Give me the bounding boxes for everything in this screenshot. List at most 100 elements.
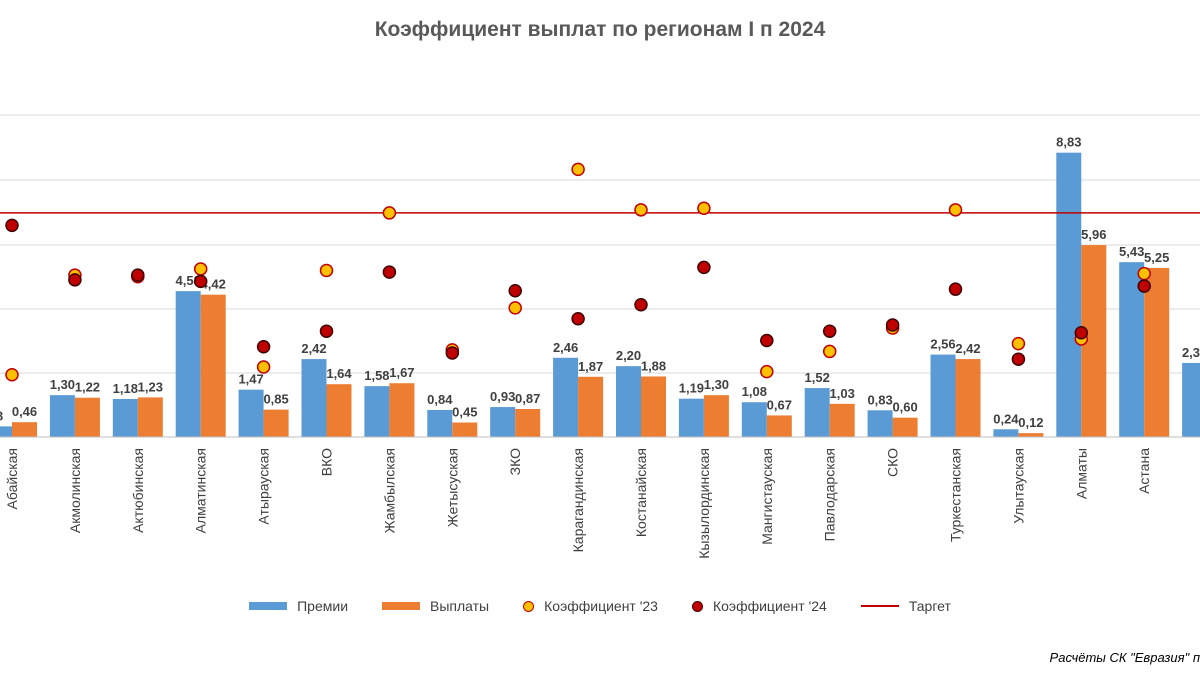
legend-label-koef-24: Коэффициент '24: [712, 598, 827, 614]
marker-cat-17-m2: [1011, 352, 1026, 366]
marker-cat-19-m2: [1137, 279, 1151, 293]
bar-label-cat-17-s2: 0,12: [1018, 415, 1043, 430]
legend: Премии Выплаты Коэффициент '23 Коэффицие…: [0, 598, 1200, 614]
bar-cat-8-s2: [452, 422, 478, 437]
category-label-cat-7: Жамбылская: [381, 448, 397, 533]
legend-label-target: Таргет: [908, 598, 951, 614]
legend-label-vyplaty: Выплаты: [430, 598, 490, 614]
legend-item-koef-24: Коэффициент '24: [691, 598, 827, 614]
bar-cat-2-s1: [49, 395, 75, 437]
bar-label-cat-7-s2: 1,67: [389, 365, 414, 380]
bar-label-cat-13-s1: 1,08: [742, 384, 767, 399]
category-label-cat-17: Улытауская: [1010, 448, 1026, 524]
bar-label-cat-10-s1: 2,46: [553, 340, 578, 355]
bar-cat-1-s2: [12, 422, 37, 437]
bar-cat-11-s1: [616, 366, 641, 437]
category-label-cat-15: СКО: [885, 448, 901, 477]
bar-label-cat-6-s2: 1,64: [326, 366, 352, 381]
legend-item-target: Таргет: [860, 598, 951, 614]
bar-label-cat-7-s1: 1,58: [364, 368, 389, 383]
bar-label-cat-2-s1: 1,30: [50, 377, 75, 392]
bar-cat-5-s2: [263, 409, 289, 437]
bar-label-cat-9-s2: 0,87: [515, 391, 540, 406]
bar-label-cat-5-s1: 1,47: [238, 372, 263, 387]
bar-label-cat-15-s1: 0,83: [867, 392, 892, 407]
marker-cat-2-m2: [68, 273, 82, 287]
marker-cat-13-m2: [760, 333, 774, 348]
bar-label-cat-9-s1: 0,93: [490, 389, 515, 404]
bar-cat-17-s1: [993, 429, 1019, 437]
bar-cat-7-s1: [364, 386, 390, 437]
marker-cat-15-m2: [885, 318, 900, 332]
bar-cat-7-s2: [389, 383, 415, 437]
bar-label-cat-15-s2: 0,60: [892, 400, 917, 415]
bar-label-partial-s1: 2,30: [1182, 345, 1200, 360]
category-label-cat-4: Алматинская: [193, 448, 209, 533]
marker-cat-3-m2: [131, 268, 145, 282]
bar-label-cat-6-s1: 2,42: [301, 341, 326, 356]
bar-label-cat-19-s2: 5,25: [1144, 250, 1169, 265]
marker-cat-14-m2: [822, 324, 837, 338]
bar-partial-s1: [1182, 362, 1200, 437]
bar-label-cat-19-s1: 5,43: [1119, 244, 1144, 259]
bar-cat-18-s1: [1056, 152, 1082, 437]
category-label-cat-11: Костанайская: [633, 448, 649, 537]
category-label-cat-12: Кызылординская: [696, 448, 712, 559]
marker-cat-9-m2: [508, 283, 522, 298]
bar-cat-13-s2: [766, 415, 792, 437]
bar-cat-8-s1: [427, 409, 453, 437]
category-label-cat-13: Мангистауская: [759, 448, 775, 545]
marker-cat-19-m1: [1137, 266, 1151, 281]
bar-label-cat-8-s2: 0,45: [452, 405, 477, 420]
marker-cat-5-m2: [256, 340, 271, 354]
marker-cat-16-m1: [948, 203, 963, 217]
bar-cat-1-s1: [0, 426, 12, 437]
bar-label-cat-18-s1: 8,83: [1056, 135, 1081, 150]
legend-swatch-koef-23: [523, 600, 535, 612]
category-label-cat-1: Абайская: [4, 448, 20, 509]
marker-cat-4-m2: [193, 274, 208, 289]
category-label-cat-8: Жетысуская: [444, 448, 460, 527]
bar-cat-16-s2: [955, 359, 981, 437]
bar-cat-14-s1: [804, 388, 830, 437]
bar-cat-4-s2: [200, 294, 226, 437]
bar-label-cat-13-s2: 0,67: [767, 397, 792, 412]
category-label-cat-18: Алматы: [1073, 448, 1089, 499]
category-label-cat-2: Акмолинская: [67, 448, 83, 533]
source-note: Расчёты СК "Евразия" п: [1049, 650, 1200, 665]
category-label-cat-6: ВКО: [319, 448, 335, 476]
marker-cat-4-m1: [193, 262, 208, 276]
bar-cat-15-s2: [892, 417, 918, 437]
bar-cat-6-s2: [326, 384, 352, 437]
bar-cat-16-s1: [930, 354, 956, 437]
bar-cat-15-s1: [867, 410, 893, 437]
bar-cat-14-s2: [829, 403, 855, 437]
legend-swatch-vyplaty: [382, 602, 421, 610]
bar-cat-17-s2: [1018, 433, 1044, 437]
bar-cat-9-s1: [490, 407, 516, 437]
marker-cat-1-m1: [5, 368, 19, 382]
bar-label-cat-18-s2: 5,96: [1081, 227, 1106, 242]
legend-swatch-premii: [249, 602, 288, 610]
bar-cat-6-s1: [301, 359, 327, 437]
bar-cat-19-s2: [1144, 267, 1170, 437]
bar-cat-10-s1: [553, 357, 579, 437]
bar-label-cat-3-s2: 1,23: [138, 379, 163, 394]
marker-cat-6-m1: [319, 263, 334, 278]
bar-label-cat-17-s1: 0,24: [993, 411, 1019, 426]
legend-item-premii: Премии: [249, 598, 348, 614]
category-label-cat-19: Астана: [1136, 448, 1152, 494]
category-label-cat-10: Карагандинская: [570, 448, 586, 552]
marker-cat-8-m2: [445, 346, 460, 360]
marker-cat-7-m2: [382, 265, 397, 279]
bar-label-cat-3-s1: 1,18: [113, 381, 138, 396]
bar-label-cat-16-s2: 2,42: [955, 341, 980, 356]
marker-cat-11-m2: [634, 297, 648, 312]
bar-label-cat-11-s2: 1,88: [641, 358, 666, 373]
category-label-cat-9: ЗКО: [507, 448, 523, 475]
marker-cat-10-m1: [571, 162, 585, 177]
bar-label-cat-1-s1: 8: [0, 408, 3, 423]
marker-cat-6-m2: [319, 324, 334, 338]
bar-cat-3-s1: [112, 399, 138, 437]
legend-label-koef-23: Коэффициент '23: [544, 598, 658, 614]
